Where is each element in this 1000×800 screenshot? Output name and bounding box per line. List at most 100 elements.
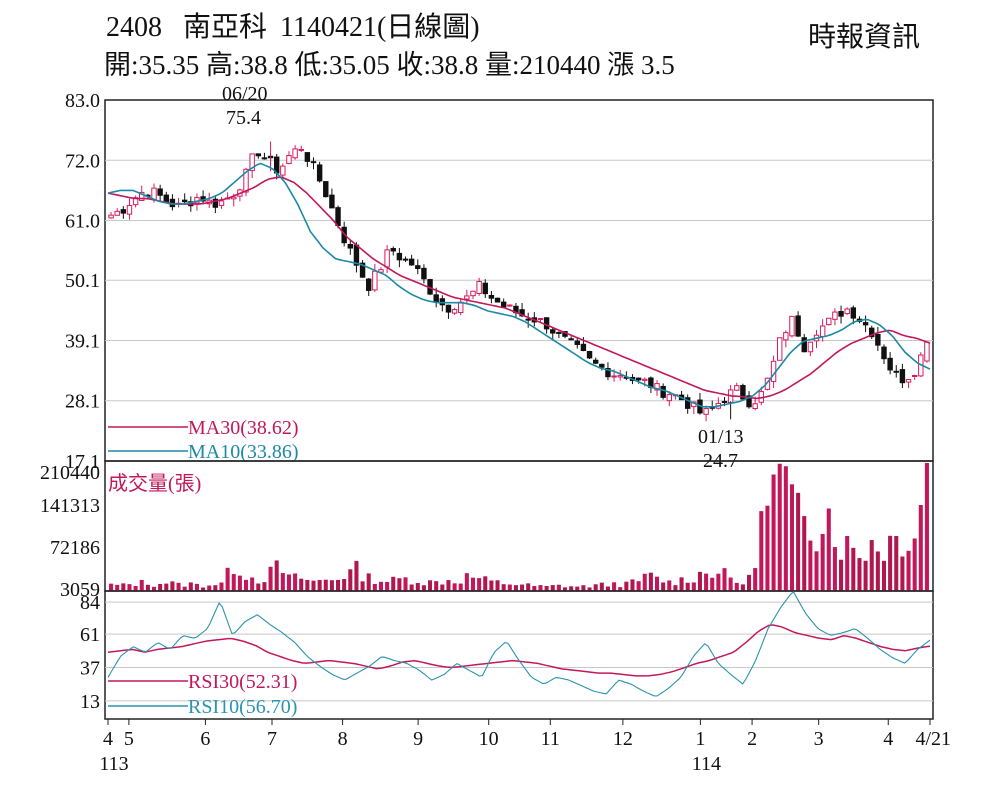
candle xyxy=(255,153,261,159)
quote-line: 開:35.35 高:38.8 低:35.05 收:38.8 量:210440 漲… xyxy=(104,50,675,80)
candle xyxy=(421,264,427,284)
stock-code: 2408 xyxy=(106,12,162,43)
candle xyxy=(887,352,893,375)
candle xyxy=(359,259,366,278)
volume-bar xyxy=(747,574,752,591)
candle xyxy=(280,163,286,179)
candle xyxy=(390,246,396,256)
volume-bar xyxy=(434,581,439,591)
volume-bar xyxy=(691,582,696,591)
candle xyxy=(402,256,409,263)
rsi10-legend-label: RSI10(56.70) xyxy=(188,696,297,718)
volume-bar xyxy=(109,583,114,591)
candle xyxy=(494,297,501,303)
candle-body xyxy=(801,337,807,353)
volume-bar xyxy=(421,585,426,591)
volume-bar xyxy=(372,583,377,591)
source-label: 時報資訊 xyxy=(808,21,920,53)
candle xyxy=(586,350,593,360)
candle xyxy=(832,308,838,326)
volume-bar xyxy=(495,580,500,591)
volume-bar xyxy=(845,536,850,591)
candle-body xyxy=(746,395,752,408)
candle xyxy=(893,365,899,378)
volume-bar xyxy=(685,582,690,591)
volume-bar xyxy=(299,578,304,591)
candle-body xyxy=(415,265,421,270)
volume-bar xyxy=(654,576,660,591)
candle xyxy=(819,319,826,342)
volume-bar xyxy=(188,582,193,591)
candle xyxy=(568,336,574,341)
candle-body xyxy=(298,148,304,151)
volume-bar xyxy=(826,508,831,591)
price-y-tick-label: 50.1 xyxy=(65,270,100,292)
volume-bar xyxy=(164,583,169,591)
candle xyxy=(795,311,801,338)
candle-body xyxy=(635,377,642,381)
candle-body xyxy=(384,249,390,268)
candle xyxy=(850,305,857,325)
candle-body xyxy=(905,379,912,383)
candle xyxy=(826,317,832,326)
volume-bar xyxy=(403,577,408,591)
volume-bar xyxy=(151,586,157,591)
candle-body xyxy=(862,322,869,326)
volume-bar xyxy=(440,584,445,591)
candle xyxy=(556,331,562,339)
candle-body xyxy=(826,317,832,326)
candle xyxy=(470,290,476,300)
candle-body xyxy=(764,377,771,390)
x-tick-label: 11 xyxy=(541,728,560,750)
volume-bar xyxy=(293,573,298,591)
volume-bar xyxy=(366,573,371,591)
x-tick-label: 2 xyxy=(747,728,757,750)
candle xyxy=(838,305,844,324)
candle-body xyxy=(556,331,562,334)
price-y-ticks: 83.0 72.0 61.0 50.1 39.1 28.1 17.1 xyxy=(65,90,100,473)
candle-body xyxy=(114,210,120,216)
volume-bar xyxy=(213,585,218,591)
x-tick-label: 4 xyxy=(103,728,113,750)
volume-bar xyxy=(470,577,476,591)
candle xyxy=(617,369,623,381)
candle xyxy=(206,192,212,209)
candle xyxy=(396,247,403,268)
volume-bar xyxy=(802,516,807,591)
volume-bar xyxy=(520,584,525,591)
volume-bar xyxy=(231,574,236,591)
volume-bar xyxy=(329,580,334,591)
volume-bar xyxy=(489,580,494,591)
volume-bar xyxy=(336,579,341,591)
candle-body xyxy=(292,148,298,159)
volume-bar xyxy=(796,492,801,591)
candle xyxy=(899,363,906,388)
candle xyxy=(703,405,709,422)
candle-body xyxy=(212,198,219,208)
volume-bar xyxy=(280,573,285,591)
candle-body xyxy=(869,327,875,338)
volume-bar xyxy=(121,583,126,591)
x-tick-label: 5 xyxy=(124,728,134,750)
volume-bar xyxy=(268,566,273,591)
rsi10-line xyxy=(107,591,931,697)
candle xyxy=(844,307,850,315)
candle-body xyxy=(893,370,899,373)
candle-body xyxy=(586,350,593,359)
volume-bar xyxy=(317,579,322,591)
candle-body xyxy=(494,297,501,303)
volume-y-tick-label: 210440 xyxy=(40,462,100,484)
candle-body xyxy=(335,207,341,227)
candle-body xyxy=(507,304,513,307)
candle-body xyxy=(286,155,292,165)
candle-body xyxy=(795,315,801,337)
candle-body xyxy=(310,161,317,164)
candle-body xyxy=(844,308,850,315)
volume-bar xyxy=(378,581,384,591)
candle-body xyxy=(181,199,188,203)
volume-bar xyxy=(170,581,175,591)
volume-bar xyxy=(391,576,396,591)
candle xyxy=(108,212,114,219)
candle-body xyxy=(580,343,587,352)
